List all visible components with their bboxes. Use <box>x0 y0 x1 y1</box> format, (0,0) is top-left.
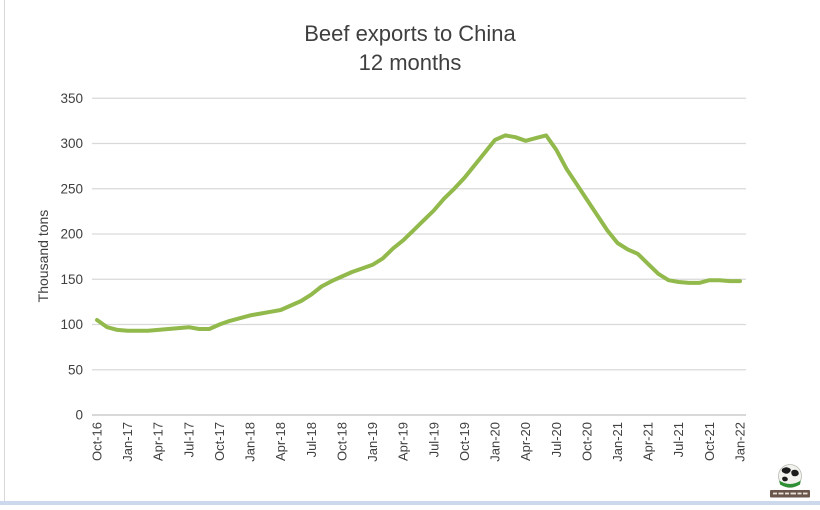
x-tick-label: Oct-19 <box>457 422 472 461</box>
x-tick-label: Jan-22 <box>732 422 747 462</box>
x-tick-label: Jan-19 <box>365 422 380 462</box>
x-tick-label: Apr-19 <box>396 422 411 461</box>
x-tick-label: Apr-18 <box>273 422 288 461</box>
x-tick-label: Oct-21 <box>702 422 717 461</box>
chart-title: Beef exports to China <box>304 21 516 46</box>
y-tick-label: 250 <box>60 181 83 196</box>
y-tick-label: 50 <box>68 362 83 377</box>
x-tick-label: Jul-20 <box>549 422 564 457</box>
x-tick-label: Jul-19 <box>426 422 441 457</box>
chart-subtitle: 12 months <box>358 50 462 75</box>
left-border <box>4 0 5 501</box>
x-tick-label: Oct-20 <box>579 422 594 461</box>
x-tick-label: Jul-21 <box>671 422 686 457</box>
y-tick-label: 150 <box>60 272 83 287</box>
y-tick-label: 100 <box>60 317 83 332</box>
x-tick-label: Jul-18 <box>304 422 319 457</box>
x-tick-label: Jan-17 <box>120 422 135 462</box>
y-tick-label: 350 <box>60 91 83 106</box>
y-tick-label: 300 <box>60 136 83 151</box>
x-tick-label: Apr-21 <box>641 422 656 461</box>
x-tick-label: Oct-16 <box>90 422 105 461</box>
chart-title-block: Beef exports to China 12 months <box>0 20 820 78</box>
y-tick-label: 0 <box>75 408 83 423</box>
x-tick-label: Jan-18 <box>243 422 258 462</box>
x-tick-label: Oct-17 <box>212 422 227 461</box>
bottom-border <box>0 501 820 505</box>
x-tick-label: Jan-21 <box>610 422 625 462</box>
x-tick-label: Jan-20 <box>488 422 503 462</box>
globe-logo-icon <box>770 464 810 498</box>
data-line-beef-exports <box>95 133 742 333</box>
y-tick-label: 200 <box>60 227 83 242</box>
x-tick-label: Apr-20 <box>518 422 533 461</box>
x-tick-label: Apr-17 <box>151 422 166 461</box>
x-tick-label: Oct-18 <box>334 422 349 461</box>
x-tick-label: Jul-17 <box>181 422 196 457</box>
